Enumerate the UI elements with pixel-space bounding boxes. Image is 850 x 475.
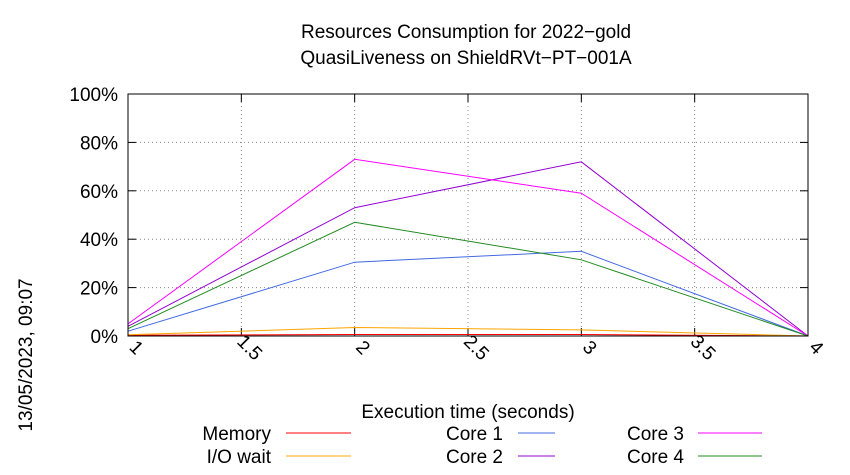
series-lines xyxy=(127,158,809,337)
y-tick-label: 100% xyxy=(69,85,118,106)
x-tick-label: 1 xyxy=(125,337,147,359)
x-tick-label: 3 xyxy=(578,337,600,359)
y-tick-label: 40% xyxy=(80,230,118,251)
y-tick-label: 20% xyxy=(80,279,118,300)
x-axis-label: Execution time (seconds) xyxy=(361,402,574,423)
legend-label: Core 2 xyxy=(446,447,503,468)
y-tick-label: 0% xyxy=(91,327,119,348)
timestamp: 13/05/2023, 09:07 xyxy=(16,278,37,431)
plot-frame xyxy=(127,93,809,337)
legend-label: Core 4 xyxy=(627,447,684,468)
legend-label: Core 3 xyxy=(627,424,684,445)
chart-title-line-2: QuasiLiveness on ShieldRVt−PT−001A xyxy=(300,48,632,69)
chart-title: Resources Consumption for 2022−gold Quas… xyxy=(300,22,632,69)
x-tick-label: 4 xyxy=(805,337,828,360)
x-axis-ticks: 1 1.5 2 2.5 3 3.5 4 xyxy=(125,94,828,365)
x-tick-label: 2 xyxy=(351,337,373,359)
legend-label: I/O wait xyxy=(207,447,272,468)
series-line-core-1 xyxy=(127,250,809,337)
series-line-core-2 xyxy=(127,161,809,337)
series-line-memory xyxy=(127,334,809,337)
series-line-core-4 xyxy=(127,221,809,337)
y-tick-label: 80% xyxy=(80,133,118,154)
y-tick-label: 60% xyxy=(80,182,118,203)
series-line-i-o-wait xyxy=(127,326,809,337)
y-axis-ticks: 0% 20% 40% 60% 80% 100% xyxy=(69,85,808,348)
legend-label: Memory xyxy=(202,424,271,445)
grid xyxy=(128,94,808,336)
series-line-core-3 xyxy=(127,158,809,337)
legend-label: Core 1 xyxy=(446,424,503,445)
chart-title-line-1: Resources Consumption for 2022−gold xyxy=(301,22,631,43)
